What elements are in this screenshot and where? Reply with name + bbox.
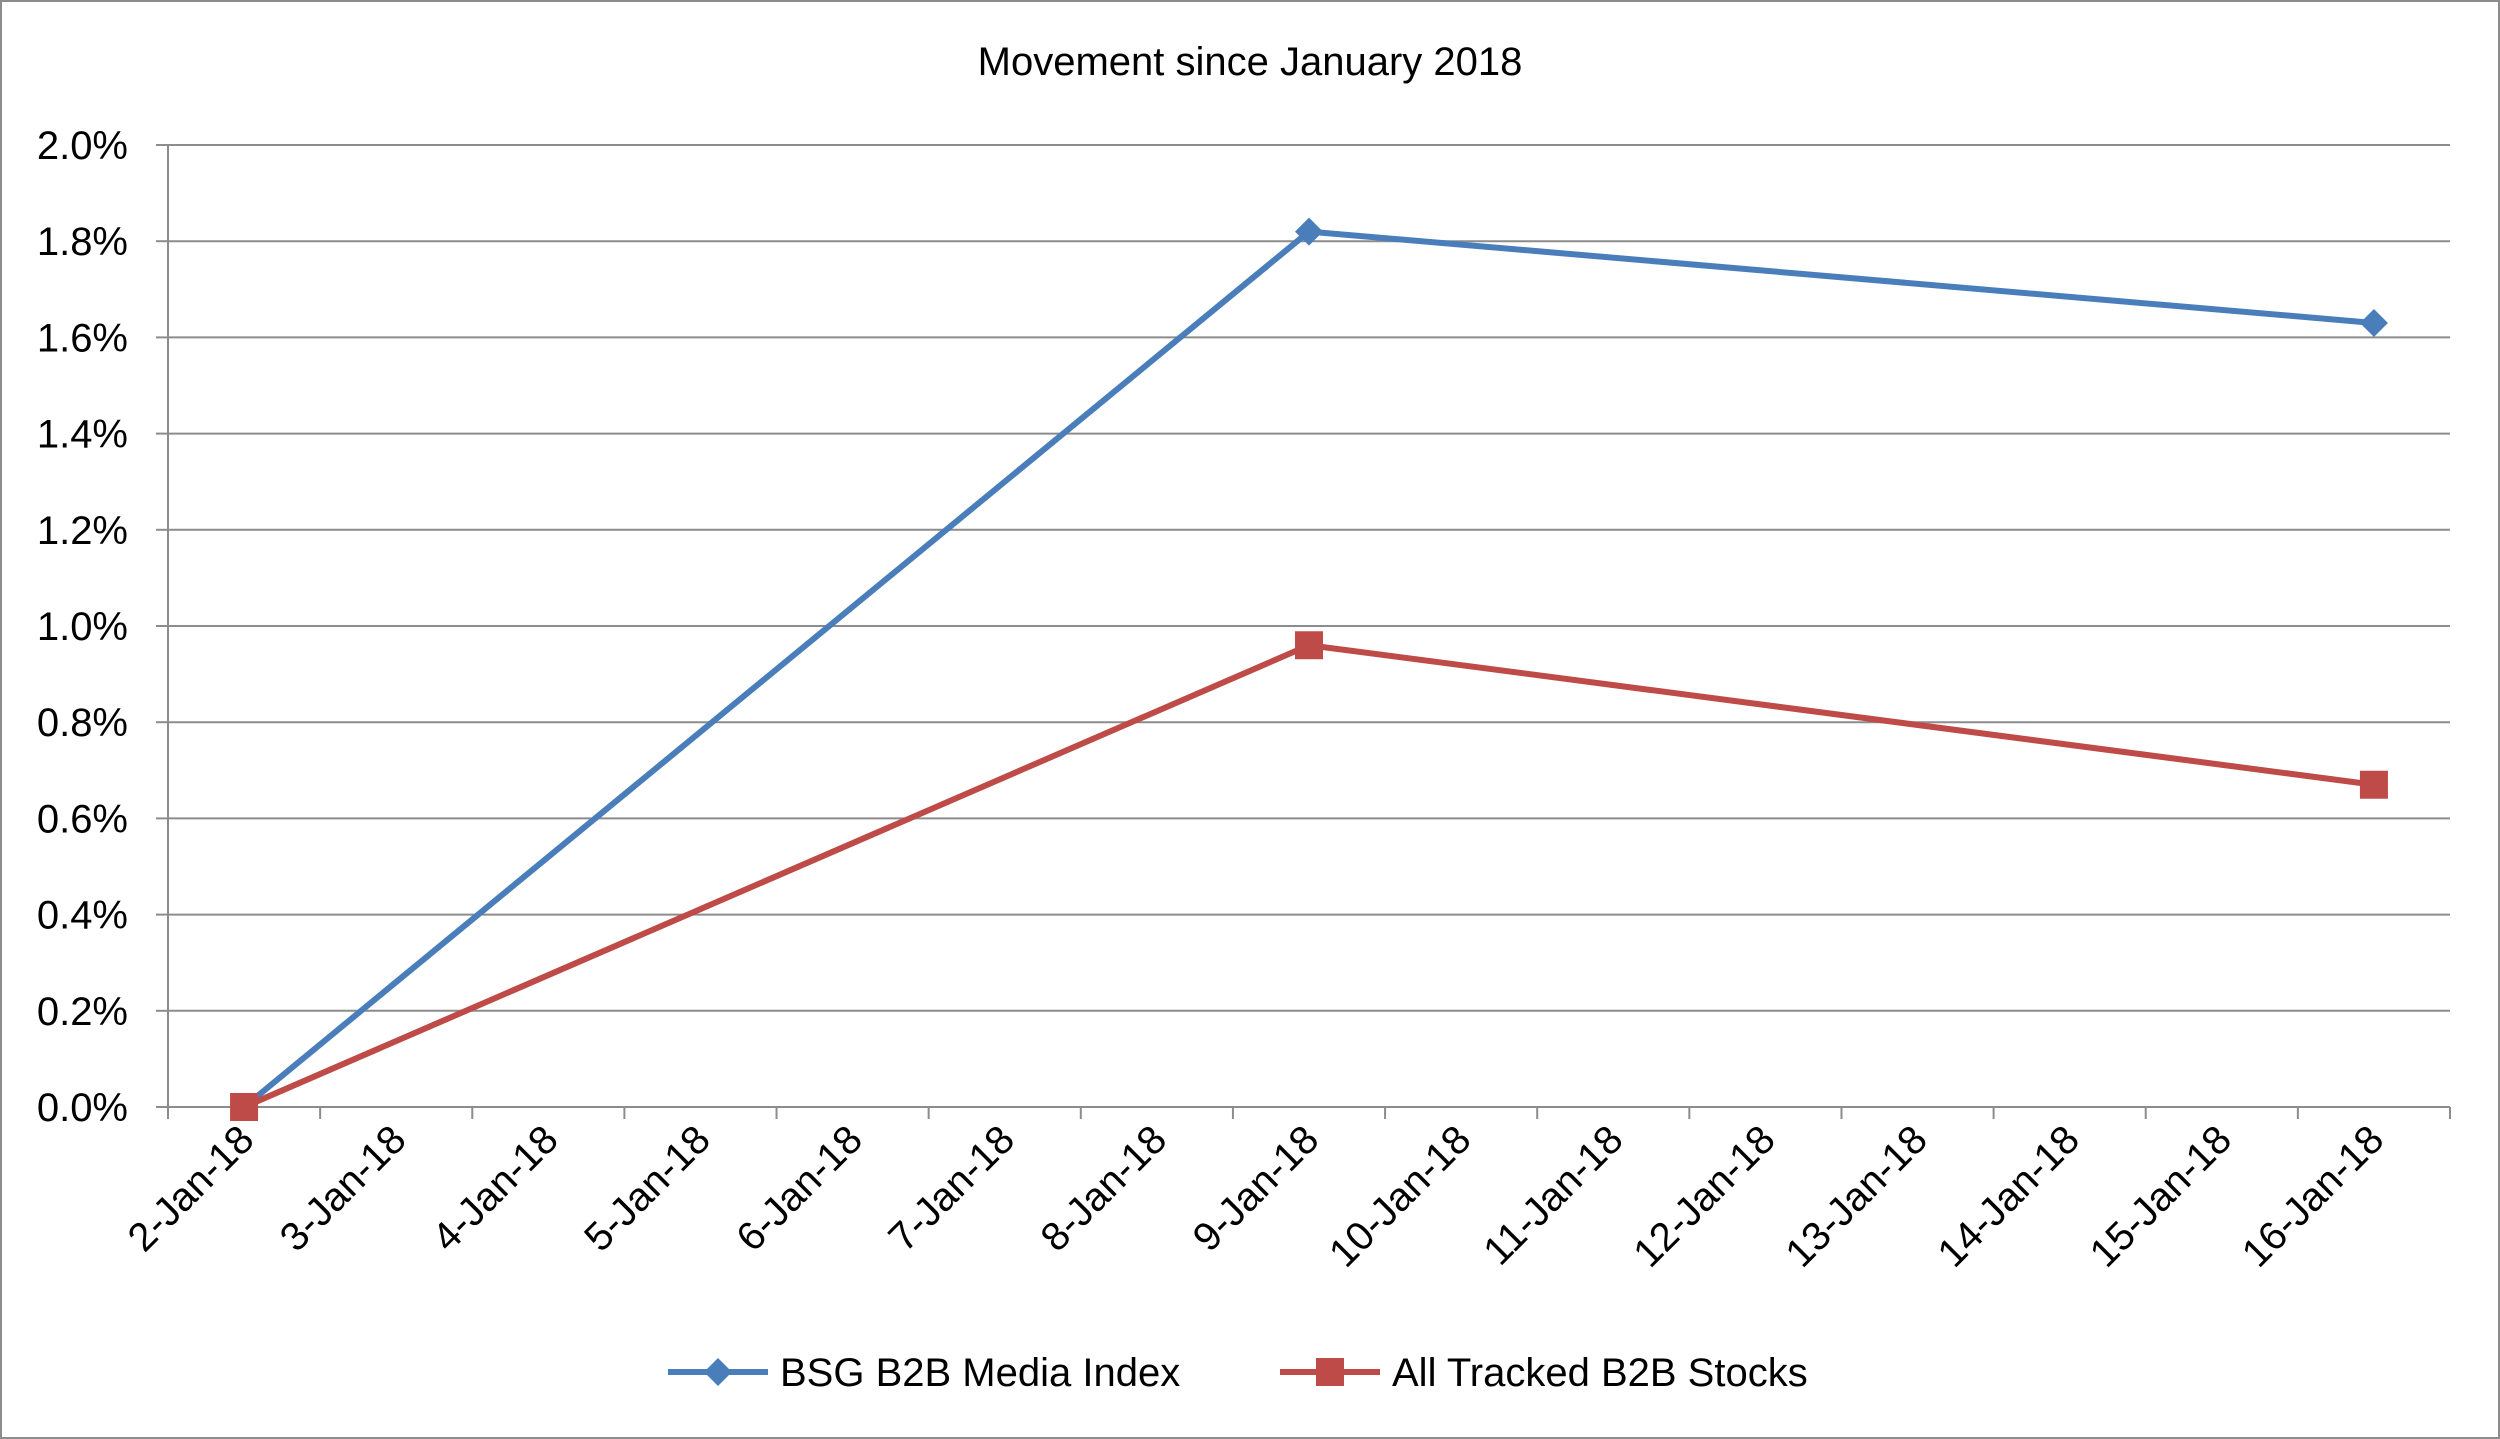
x-tick-label: 11-Jan-18 bbox=[1475, 1117, 1631, 1273]
legend-marker bbox=[704, 1358, 732, 1386]
y-tick-label: 0.0% bbox=[37, 1086, 128, 1130]
data-point bbox=[2359, 770, 2388, 799]
x-tick-label: 10-Jan-18 bbox=[1321, 1117, 1479, 1275]
series-0 bbox=[230, 217, 2388, 1121]
x-tick-label: 7-Jan-18 bbox=[880, 1117, 1023, 1260]
x-tick-label: 8-Jan-18 bbox=[1032, 1117, 1175, 1260]
y-tick-label: 1.6% bbox=[37, 316, 128, 360]
data-point bbox=[2359, 308, 2388, 337]
x-tick-label: 5-Jan-18 bbox=[576, 1117, 719, 1260]
y-axis-tick-labels: 0.0% 0.2% 0.4% 0.6% 0.8% 1.0% 1.2% 1.4% 1.6% 1.8%… bbox=[37, 124, 128, 1130]
x-tick-label: 9-Jan-18 bbox=[1185, 1117, 1328, 1260]
series-line bbox=[242, 228, 2375, 1110]
x-tick-label: 3-Jan-18 bbox=[272, 1117, 415, 1260]
series-1 bbox=[230, 631, 2388, 1121]
y-tick-label: 1.2% bbox=[37, 509, 128, 553]
y-tick-label: 1.4% bbox=[37, 413, 128, 457]
y-tick-label: 1.0% bbox=[37, 605, 128, 649]
y-tick-label: 0.4% bbox=[37, 894, 128, 938]
data-point bbox=[230, 1093, 259, 1121]
x-tick-label: 2-Jan-18 bbox=[120, 1117, 263, 1260]
y-tick-label: 1.8% bbox=[37, 220, 128, 264]
x-axis-tick-labels: 2-Jan-18 3-Jan-18 4-Jan-18 5-Jan-18 6-Jan-18… bbox=[120, 1117, 2393, 1275]
legend-marker bbox=[1316, 1358, 1344, 1386]
y-tick-label: 0.2% bbox=[37, 990, 128, 1034]
y-tick-label: 0.8% bbox=[37, 701, 128, 745]
x-tick-label: 12-Jan-18 bbox=[1625, 1117, 1783, 1275]
series-line bbox=[242, 642, 2375, 1110]
y-tick-label: 2.0% bbox=[37, 124, 128, 168]
x-tick-label: 16-Jan-18 bbox=[2234, 1117, 2392, 1275]
legend: BSG B2B Media Index All Tracked B2B Stock… bbox=[668, 1351, 1808, 1395]
x-tick-label: 14-Jan-18 bbox=[1930, 1117, 2088, 1275]
x-tick-label: 15-Jan-18 bbox=[2082, 1117, 2240, 1275]
chart-title: Movement since January 2018 bbox=[978, 40, 1523, 84]
x-tick-label: 13-Jan-18 bbox=[1777, 1117, 1935, 1275]
data-point bbox=[1295, 631, 1323, 660]
x-tick-label: 6-Jan-18 bbox=[728, 1117, 871, 1260]
legend-label: BSG B2B Media Index bbox=[780, 1351, 1180, 1395]
legend-label: All Tracked B2B Stocks bbox=[1392, 1351, 1808, 1395]
x-tick-label: 4-Jan-18 bbox=[424, 1117, 567, 1260]
y-tick-label: 0.6% bbox=[37, 797, 128, 841]
data-point bbox=[1295, 217, 1323, 246]
gridlines bbox=[168, 144, 2450, 1012]
axes bbox=[156, 144, 2451, 1119]
series-lines bbox=[230, 217, 2388, 1121]
